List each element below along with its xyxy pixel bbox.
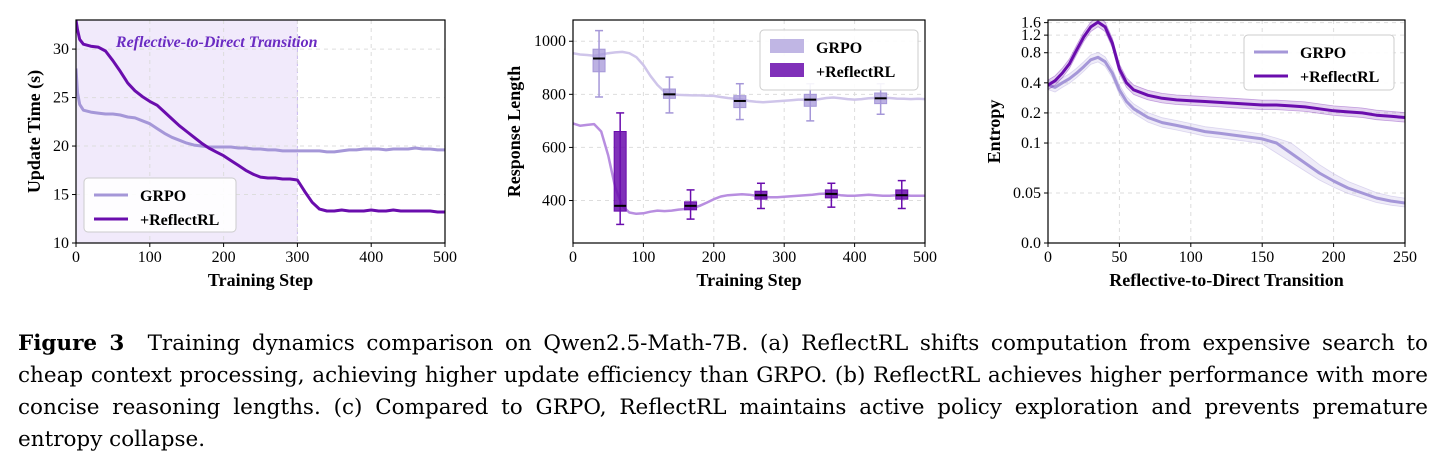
y-tick-label: 20	[53, 138, 69, 155]
x-tick-label: 150	[1250, 249, 1274, 266]
legend-label-grpo: GRPO	[1300, 45, 1346, 62]
y-tick-label: 800	[542, 86, 566, 103]
axes-frame	[572, 19, 926, 244]
caption-label: Figure 3	[18, 331, 125, 356]
series-line-reflectrl	[1048, 20, 1405, 119]
y-tick-label: 0.4	[1021, 75, 1041, 92]
axes-frame	[75, 19, 446, 244]
x-tick-label: 200	[212, 249, 236, 266]
x-tick-label: 500	[913, 249, 937, 266]
y-tick-label: 0.1	[1021, 135, 1041, 152]
plot-area	[573, 50, 925, 216]
series-line-reflectrl	[76, 20, 445, 214]
x-tick-label: 100	[138, 249, 162, 266]
chart-panel-a: 0 100 200 300 400 500 10 15 20 25 30 Training Step U…	[24, 19, 457, 290]
series-line-grpo	[1048, 55, 1405, 205]
x-axis-label: Training Step	[696, 270, 801, 290]
legend-swatch-reflectrl	[770, 63, 804, 77]
y-tick-label: 15	[53, 187, 69, 204]
x-axis-label: Reflective-to-Direct Transition	[1109, 270, 1343, 290]
x-tick-label: 400	[359, 249, 383, 266]
y-tick-label: 25	[53, 90, 69, 107]
y-tick-label: 1.6	[1021, 15, 1041, 32]
y-tick-label: 400	[542, 193, 566, 210]
legend-label-grpo: GRPO	[140, 188, 186, 205]
y-tick-label: 600	[542, 139, 566, 156]
legend-swatch-grpo	[770, 39, 804, 53]
x-tick-label: 200	[1322, 249, 1346, 266]
y-axis-label: Response Length	[504, 66, 524, 198]
x-tick-label: 300	[285, 249, 309, 266]
legend-label-reflectrl: +ReflectRL	[816, 64, 895, 81]
plot-area	[76, 20, 445, 214]
caption-text: Training dynamics comparison on Qwen2.5-…	[18, 331, 1428, 452]
x-tick-label: 50	[1111, 249, 1127, 266]
x-tick-label: 0	[1044, 249, 1052, 266]
y-tick-label: 0.2	[1021, 105, 1041, 122]
series-band-grpo	[1048, 51, 1405, 208]
legend-label-reflectrl: +ReflectRL	[140, 212, 219, 229]
y-tick-label: 1.2	[1021, 27, 1041, 44]
x-tick-label: 100	[1179, 249, 1203, 266]
x-tick-label: 0	[569, 249, 577, 266]
x-tick-label: 200	[702, 249, 726, 266]
series-line-grpo	[76, 68, 445, 154]
x-tick-label: 300	[772, 249, 796, 266]
y-tick-label: 1000	[534, 33, 566, 50]
x-tick-label: 100	[631, 249, 655, 266]
shaded-region-annotation: Reflective-to-Direct Transition	[115, 34, 318, 51]
y-tick-label: 30	[53, 41, 69, 58]
series-line-grpo	[573, 50, 925, 104]
legend-label-grpo: GRPO	[816, 40, 862, 57]
x-tick-label: 500	[433, 249, 457, 266]
x-tick-label: 400	[843, 249, 867, 266]
y-axis-label: Entropy	[984, 100, 1004, 164]
y-axis-label: Update Time (s)	[24, 70, 45, 193]
chart-panel-c: 0 50 100 150 200 250 0.0 0.05 0.1 0.2 0.4 0.81.21.6…	[984, 15, 1417, 290]
box-iqr	[592, 48, 606, 73]
x-axis-label: Training Step	[208, 270, 313, 290]
x-tick-label: 250	[1393, 249, 1417, 266]
y-tick-label: 10	[53, 235, 69, 252]
legend-label-reflectrl: +ReflectRL	[1300, 69, 1379, 86]
chart-panel-b: 0 100 200 300 400 500 400 600 800 1000 Training St…	[504, 19, 937, 290]
plot-area	[1048, 20, 1405, 208]
series-line-reflectrl	[573, 122, 925, 216]
axes-frame	[1047, 19, 1406, 244]
y-tick-label: 0.8	[1021, 45, 1041, 62]
y-tick-label: 0.05	[1013, 185, 1041, 202]
y-tick-label: 0.0	[1021, 235, 1041, 252]
x-tick-label: 0	[72, 249, 80, 266]
box-iqr	[613, 131, 627, 212]
figure-caption: Figure 3 Training dynamics comparison on…	[18, 328, 1428, 456]
